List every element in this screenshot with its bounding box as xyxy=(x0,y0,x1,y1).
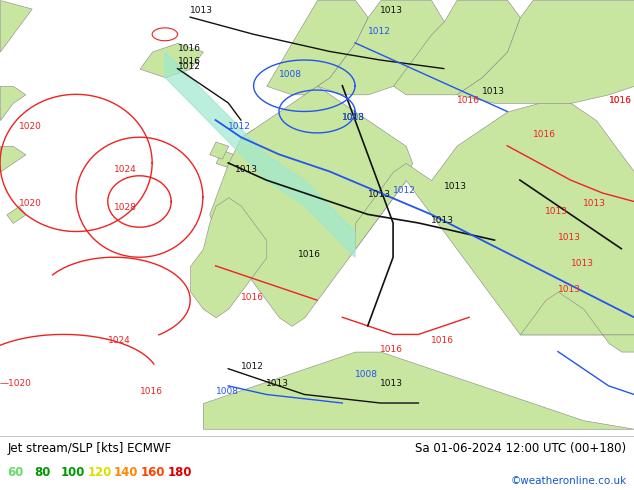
Text: 1013: 1013 xyxy=(558,285,581,294)
Text: 1016: 1016 xyxy=(533,130,555,139)
Text: 1013: 1013 xyxy=(266,379,289,388)
Text: 1016: 1016 xyxy=(380,344,403,354)
Text: 140: 140 xyxy=(114,466,139,479)
Text: 100: 100 xyxy=(61,466,85,479)
Text: 1012: 1012 xyxy=(178,62,200,71)
Text: 1008: 1008 xyxy=(342,113,365,122)
Text: 1013: 1013 xyxy=(190,6,213,15)
Text: 1016: 1016 xyxy=(609,96,631,105)
Text: 1012: 1012 xyxy=(241,362,264,371)
Text: 1013: 1013 xyxy=(558,233,581,242)
Text: 1013: 1013 xyxy=(571,259,593,268)
Text: 60: 60 xyxy=(8,466,24,479)
Polygon shape xyxy=(165,51,355,257)
Text: 1013: 1013 xyxy=(380,379,403,388)
Text: 1028: 1028 xyxy=(114,203,137,212)
Text: 1016: 1016 xyxy=(178,45,200,53)
Text: 1016: 1016 xyxy=(139,388,162,396)
Text: 180: 180 xyxy=(167,466,192,479)
Text: 1008: 1008 xyxy=(279,70,302,79)
Text: 1013: 1013 xyxy=(368,190,391,199)
Text: 1013: 1013 xyxy=(444,182,467,191)
Text: 1016: 1016 xyxy=(609,96,631,105)
Text: 120: 120 xyxy=(87,466,112,479)
Text: 1013: 1013 xyxy=(583,199,606,208)
Text: ©weatheronline.co.uk: ©weatheronline.co.uk xyxy=(510,476,626,486)
Text: 80: 80 xyxy=(34,466,51,479)
Text: 1024: 1024 xyxy=(114,165,137,173)
Text: 1013: 1013 xyxy=(342,113,365,122)
Text: 1008: 1008 xyxy=(355,370,378,379)
Text: 1008: 1008 xyxy=(216,388,238,396)
Text: 1013: 1013 xyxy=(545,207,568,217)
Text: 1016: 1016 xyxy=(241,293,264,302)
Text: 1016: 1016 xyxy=(298,250,321,259)
Text: Sa 01-06-2024 12:00 UTC (00+180): Sa 01-06-2024 12:00 UTC (00+180) xyxy=(415,442,626,455)
Text: 1024: 1024 xyxy=(108,336,131,345)
Text: 1013: 1013 xyxy=(482,87,505,97)
Text: 1016: 1016 xyxy=(431,336,454,345)
Text: 1016: 1016 xyxy=(456,96,479,105)
Text: Jet stream/SLP [kts] ECMWF: Jet stream/SLP [kts] ECMWF xyxy=(8,442,172,455)
Text: 1012: 1012 xyxy=(228,122,251,131)
Text: 1016: 1016 xyxy=(178,57,200,66)
Text: —1020: —1020 xyxy=(0,379,32,388)
Text: 1020: 1020 xyxy=(19,122,42,131)
Text: 160: 160 xyxy=(141,466,165,479)
Text: 1013: 1013 xyxy=(431,216,454,225)
Text: 1013: 1013 xyxy=(235,165,257,173)
Text: 1013: 1013 xyxy=(380,6,403,15)
Text: 1020: 1020 xyxy=(19,199,42,208)
Text: 1012: 1012 xyxy=(393,186,416,195)
Text: 1012: 1012 xyxy=(368,27,391,36)
